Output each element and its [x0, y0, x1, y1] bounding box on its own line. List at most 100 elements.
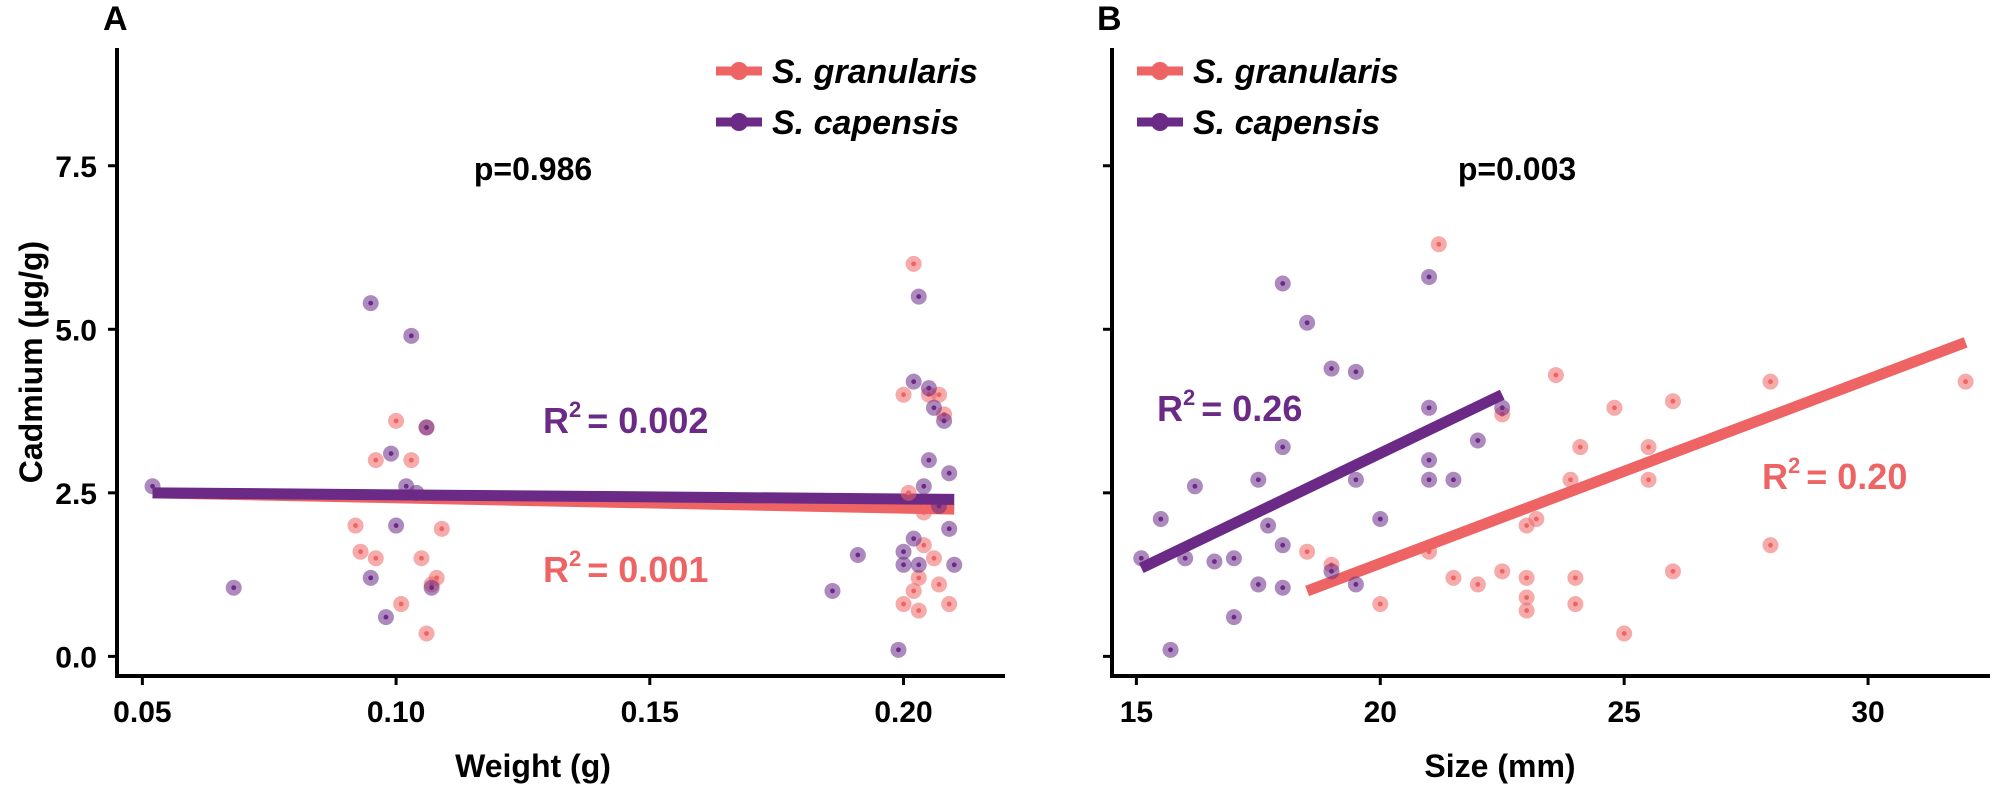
data-point-center-granularis: [911, 588, 917, 594]
data-point-center-capensis: [1426, 274, 1432, 280]
data-point-center-capensis: [408, 333, 414, 339]
data-point-center-granularis: [1475, 582, 1481, 587]
data-point-center-granularis: [398, 601, 404, 607]
data-point-center-capensis: [1280, 281, 1286, 286]
data-point-center-capensis: [901, 549, 906, 555]
data-point-center-granularis: [373, 555, 379, 561]
data-point-center-capensis: [1212, 559, 1217, 564]
data-point-center-capensis: [1280, 585, 1286, 591]
data-point-center-capensis: [941, 418, 947, 424]
data-point-center-granularis: [1304, 549, 1310, 555]
data-point-center-granularis: [1646, 444, 1651, 450]
data-point-center-granularis: [901, 392, 906, 398]
data-point-center-granularis: [906, 490, 911, 496]
data-point-center-granularis: [373, 457, 379, 463]
data-point-center-capensis: [921, 483, 927, 489]
y-tick-label: 7.5: [55, 151, 97, 184]
data-point-center-capensis: [150, 483, 155, 489]
data-point-center-capensis: [946, 526, 952, 532]
data-point-center-capensis: [383, 614, 389, 620]
x-tick-label: 25: [1607, 696, 1640, 729]
data-point-center-granularis: [424, 631, 429, 636]
data-point-center-capensis: [1265, 523, 1271, 528]
data-point-center-capensis: [1377, 516, 1383, 522]
data-point-center-granularis: [1553, 372, 1559, 378]
data-point-center-granularis: [393, 418, 399, 424]
data-point-center-capensis: [231, 585, 237, 591]
data-point-center-granularis: [916, 608, 922, 613]
data-point-center-granularis: [1533, 516, 1539, 522]
data-point-center-granularis: [1524, 523, 1530, 528]
data-point-center-granularis: [1621, 631, 1627, 636]
r2-label-granularis: R2 = 0.001: [543, 546, 708, 590]
data-point-center-capensis: [1353, 369, 1359, 375]
data-point-center-granularis: [1451, 575, 1456, 581]
data-point-center-capensis: [931, 405, 937, 411]
data-point-center-capensis: [429, 585, 435, 591]
data-point-center-capensis: [1280, 444, 1286, 450]
data-point-center-granularis: [1670, 568, 1676, 574]
data-point-center-capensis: [916, 294, 922, 299]
y-axis-title: Cadmium (µg/g): [13, 241, 49, 483]
data-point-center-capensis: [1353, 582, 1359, 587]
data-point-center-capensis: [946, 470, 952, 476]
data-point-center-capensis: [830, 588, 835, 594]
data-point-center-granularis: [1572, 575, 1578, 581]
data-point-center-granularis: [1577, 444, 1583, 450]
data-point-center-capensis: [1329, 366, 1334, 371]
data-point-center-capensis: [1138, 555, 1144, 561]
data-point-center-granularis: [936, 582, 942, 587]
data-point-center-granularis: [916, 575, 922, 581]
data-point-center-granularis: [1646, 477, 1651, 483]
r2-label-granularis: R2 = 0.20: [1762, 453, 1907, 497]
data-point-center-capensis: [911, 536, 917, 542]
data-point-center-granularis: [1963, 379, 1969, 385]
data-point-center-capensis: [1182, 555, 1188, 561]
data-point-center-granularis: [1670, 398, 1676, 404]
legend: S. granularis S. capensis: [716, 53, 978, 142]
p-value-label: p=0.986: [474, 151, 592, 187]
data-point-center-capensis: [1304, 320, 1310, 326]
legend-label-capensis: S. capensis: [1193, 104, 1380, 142]
x-tick-label: 30: [1851, 696, 1884, 729]
data-point-center-capensis: [1280, 542, 1286, 548]
data-point-center-capensis: [1426, 457, 1432, 463]
x-tick-label: 0.15: [621, 696, 679, 729]
data-point-center-granularis: [358, 549, 363, 555]
data-point-center-granularis: [1524, 608, 1530, 613]
data-point-center-granularis: [946, 601, 952, 607]
data-point-center-capensis: [1475, 438, 1481, 443]
data-point-center-capensis: [393, 523, 399, 528]
data-point-center-capensis: [1231, 614, 1237, 620]
data-point-center-capensis: [1353, 477, 1359, 483]
x-tick-label: 0.20: [874, 696, 932, 729]
data-point-center-capensis: [1255, 477, 1261, 483]
data-point-center-capensis: [413, 490, 419, 496]
r2-value-capensis: = 0.26: [1201, 388, 1302, 429]
y-tick-label: 5.0: [55, 314, 97, 347]
data-point-center-capensis: [1255, 582, 1261, 587]
legend-marker-granularis: [1151, 62, 1169, 80]
data-point-center-capensis: [901, 562, 906, 568]
data-point-center-capensis: [403, 483, 409, 489]
x-axis-title: Weight (g): [455, 748, 611, 784]
data-point-center-granularis: [1499, 568, 1505, 574]
legend-label-capensis: S. capensis: [772, 104, 959, 142]
data-point-center-granularis: [1377, 601, 1383, 607]
r2-value-granularis: = 0.20: [1806, 456, 1907, 497]
data-point-center-capensis: [936, 503, 942, 509]
r2-value-capensis: = 0.002: [587, 400, 708, 441]
data-point-center-granularis: [353, 523, 358, 528]
data-point-center-capensis: [1329, 568, 1334, 574]
panel-label-a: A: [103, 0, 128, 38]
data-point-center-granularis: [408, 457, 414, 463]
y-tick-label: 2.5: [55, 478, 97, 511]
data-point-center-capensis: [951, 562, 957, 568]
data-point-center-capensis: [896, 647, 901, 653]
data-point-center-granularis: [921, 510, 927, 515]
data-point-center-capensis: [855, 552, 861, 558]
data-point-center-granularis: [1524, 595, 1530, 600]
x-tick-label: 0.10: [367, 696, 425, 729]
data-point-center-capensis: [926, 385, 932, 391]
